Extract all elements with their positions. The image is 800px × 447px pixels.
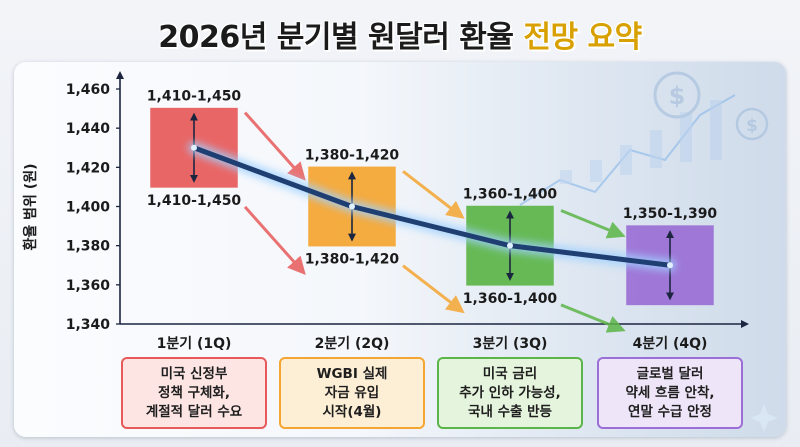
decorative-background: $$ bbox=[519, 71, 769, 206]
decor-trend-line bbox=[519, 94, 736, 206]
top-range-label: 1,360-1,400 bbox=[463, 187, 558, 203]
decor-bar bbox=[590, 160, 602, 182]
trend-line bbox=[191, 145, 673, 268]
trend-point bbox=[191, 144, 197, 151]
y-axis-label: 환율 범위 (원) bbox=[22, 164, 39, 251]
trend-point bbox=[349, 203, 355, 210]
page-title: 2026년 분기별 원달러 환율 전망 요약 bbox=[0, 12, 800, 56]
quarter-caption-text: 글로벌 달러 약세 흐름 안착, 연말 수급 안정 bbox=[625, 365, 715, 420]
dollar-coin-icon bbox=[653, 71, 701, 119]
transition-arrow-lower bbox=[243, 205, 306, 276]
transition-arrow-lower bbox=[402, 264, 465, 314]
transition-arrow-upper bbox=[560, 209, 626, 239]
quarter-caption-text: 미국 신정부 정책 구체화, 계절적 달러 수요 bbox=[145, 365, 243, 420]
x-category-label: 4분기 (4Q) bbox=[633, 336, 708, 352]
sparkle-icon bbox=[750, 404, 778, 432]
title-main: 2026년 분기별 원달러 환율 bbox=[158, 20, 514, 55]
top-range-label: 1,380-1,420 bbox=[305, 147, 400, 163]
quarter-caption-text: WGBI 실제 자금 유입 시작(4월) bbox=[316, 365, 388, 420]
title-accent: 전망 요약 bbox=[523, 20, 642, 55]
decor-bar bbox=[560, 170, 572, 184]
bottom-range-label: 1,410-1,450 bbox=[147, 193, 242, 209]
decor-bar bbox=[620, 145, 632, 175]
top-range-label: 1,410-1,450 bbox=[147, 89, 242, 105]
quarter-caption: 미국 신정부 정책 구체화, 계절적 달러 수요 bbox=[121, 357, 267, 429]
y-tick-label: 1,460 bbox=[66, 82, 111, 98]
decor-bar bbox=[710, 100, 722, 160]
x-category-label: 3분기 (3Q) bbox=[473, 336, 548, 352]
y-tick-label: 1,380 bbox=[66, 239, 111, 255]
trend-point bbox=[507, 242, 513, 249]
y-tick-label: 1,420 bbox=[66, 160, 111, 176]
quarter-caption: 미국 금리 추가 인하 가능성, 국내 수출 반등 bbox=[437, 357, 583, 429]
y-tick-label: 1,400 bbox=[66, 200, 111, 216]
decor-bar bbox=[680, 112, 692, 162]
bottom-range-label: 1,360-1,400 bbox=[463, 291, 558, 307]
y-tick-label: 1,440 bbox=[66, 121, 111, 137]
dollar-sign-icon: $ bbox=[669, 82, 686, 110]
transition-arrow-upper bbox=[402, 170, 465, 219]
decor-bar bbox=[650, 130, 662, 168]
transition-arrow-upper bbox=[243, 111, 306, 181]
x-category-label: 1분기 (1Q) bbox=[157, 336, 232, 352]
dollar-sign-icon: $ bbox=[746, 116, 758, 136]
y-tick-label: 1,340 bbox=[66, 317, 111, 333]
dollar-coin-icon bbox=[735, 107, 769, 141]
quarter-caption: 글로벌 달러 약세 흐름 안착, 연말 수급 안정 bbox=[597, 357, 743, 429]
transition-arrow-lower bbox=[560, 303, 626, 333]
quarter-caption: WGBI 실제 자금 유입 시작(4월) bbox=[279, 357, 425, 429]
y-tick-label: 1,360 bbox=[66, 278, 111, 294]
top-range-label: 1,350-1,390 bbox=[623, 206, 718, 222]
x-category-label: 2분기 (2Q) bbox=[315, 336, 390, 352]
trend-point bbox=[667, 262, 673, 269]
quarter-caption-text: 미국 금리 추가 인하 가능성, 국내 수출 반등 bbox=[459, 365, 561, 420]
bottom-range-label: 1,380-1,420 bbox=[305, 252, 400, 268]
